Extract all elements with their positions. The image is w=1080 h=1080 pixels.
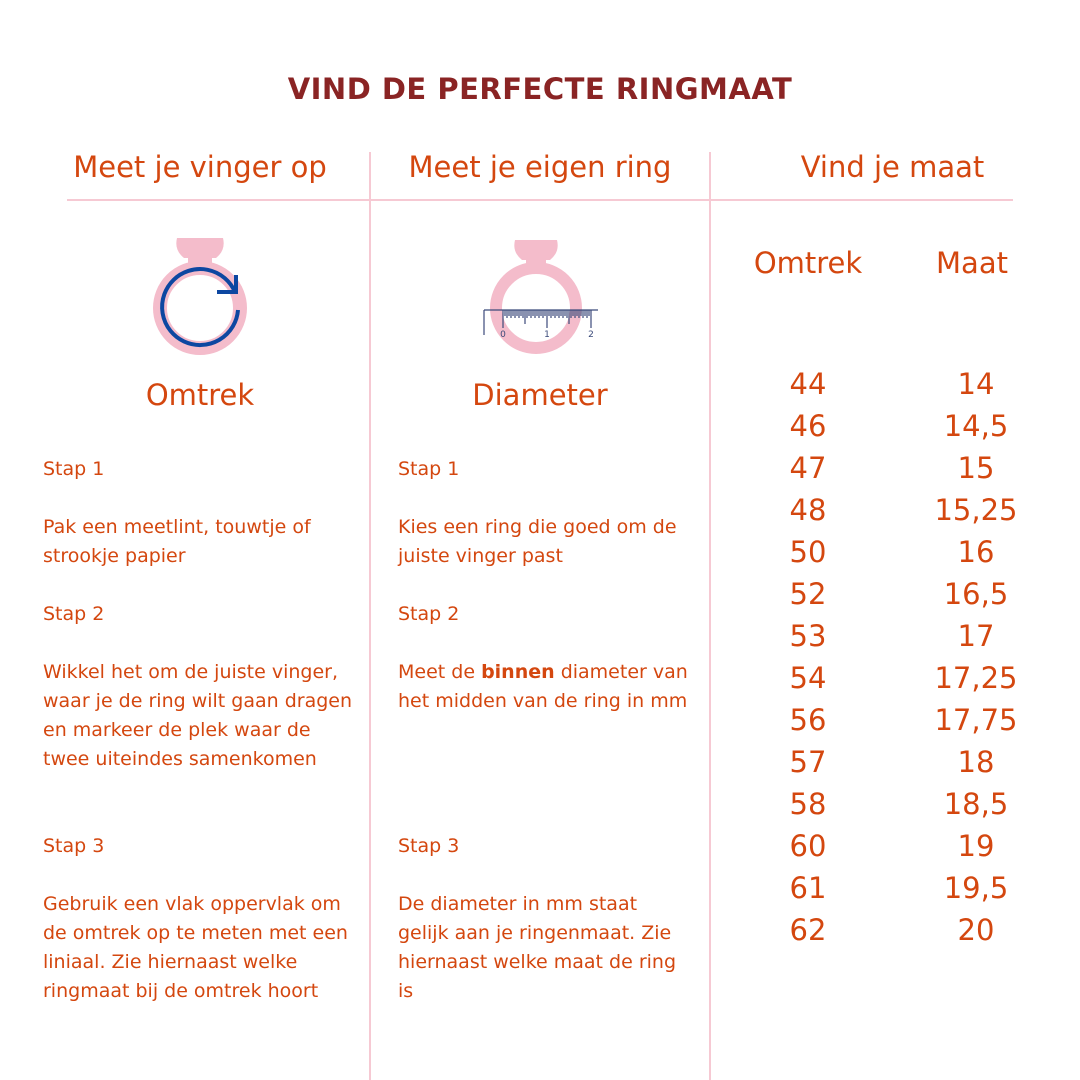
- table-header-omtrek: Omtrek: [753, 246, 863, 280]
- table-cell-maat: 19,5: [943, 871, 1009, 905]
- table-cell-omtrek: 57: [789, 745, 827, 779]
- table-cell-maat: 14,5: [943, 409, 1009, 443]
- table-cell-omtrek: 47: [789, 451, 827, 485]
- ring-step-3-title: Stap 3: [398, 835, 460, 857]
- omtrek-column: 44 46 47 48 50 52 53 54 56 57 58 60 61 62: [748, 363, 868, 951]
- ring-circumference-icon: [153, 238, 247, 355]
- table-cell-maat: 17,75: [934, 703, 1018, 737]
- ring-ruler-icon: 0 1 2: [483, 240, 598, 354]
- table-cell-omtrek: 52: [789, 577, 827, 611]
- maat-column: 14 14,5 15 15,25 16 16,5 17 17,25 17,75 18 18,5 19 1…: [916, 363, 1036, 951]
- heading-measure-finger: Meet je vinger op: [73, 150, 327, 184]
- table-cell-maat: 20: [957, 913, 995, 947]
- column-divider: [709, 152, 711, 1080]
- table-cell-omtrek: 50: [789, 535, 827, 569]
- ruler-label: 2: [588, 330, 594, 340]
- table-cell-maat: 18: [957, 745, 995, 779]
- table-cell-maat: 15,25: [934, 493, 1018, 527]
- page-title: VIND DE PERFECTE RINGMAAT: [287, 72, 793, 106]
- ring-step-3-text: De diameter in mm staat gelijk aan je ri…: [398, 893, 677, 1002]
- table-cell-maat: 17,25: [934, 661, 1018, 695]
- ruler-label: 1: [544, 330, 550, 340]
- table-cell-omtrek: 46: [789, 409, 827, 443]
- table-header-maat: Maat: [936, 246, 1008, 280]
- heading-measure-ring: Meet je eigen ring: [408, 150, 672, 184]
- table-cell-omtrek: 56: [789, 703, 827, 737]
- label-diameter: Diameter: [472, 378, 608, 412]
- table-cell-maat: 18,5: [943, 787, 1009, 821]
- table-cell-maat: 17: [957, 619, 995, 653]
- table-cell-maat: 19: [957, 829, 995, 863]
- finger-step-1-text: Pak een meetlint, touwtje of strookje pa…: [43, 516, 311, 567]
- table-cell-maat: 14: [957, 367, 995, 401]
- finger-step-1-title: Stap 1: [43, 458, 105, 480]
- ring-step-2-title: Stap 2: [398, 603, 460, 625]
- ring-step-1-title: Stap 1: [398, 458, 460, 480]
- ruler-label: 0: [500, 330, 506, 340]
- finger-step-3-text: Gebruik een vlak oppervlak om de omtrek …: [43, 893, 348, 1002]
- heading-find-size: Vind je maat: [800, 150, 985, 184]
- ring-step-1-text: Kies een ring die goed om de juiste ving…: [398, 516, 677, 567]
- table-cell-omtrek: 62: [789, 913, 827, 947]
- column-divider: [369, 152, 371, 1080]
- header-divider: [67, 199, 1013, 201]
- table-cell-omtrek: 58: [789, 787, 827, 821]
- table-cell-omtrek: 53: [789, 619, 827, 653]
- table-cell-omtrek: 44: [789, 367, 827, 401]
- finger-step-2-text: Wikkel het om de juiste vinger, waar je …: [43, 661, 353, 770]
- table-cell-maat: 16: [957, 535, 995, 569]
- table-cell-maat: 15: [957, 451, 995, 485]
- ring-step-2-text: Meet de binnen diameter van het midden v…: [398, 661, 688, 712]
- label-omtrek: Omtrek: [145, 378, 255, 412]
- table-cell-omtrek: 60: [789, 829, 827, 863]
- finger-step-2-title: Stap 2: [43, 603, 105, 625]
- table-cell-maat: 16,5: [943, 577, 1009, 611]
- table-cell-omtrek: 54: [789, 661, 827, 695]
- finger-step-3-title: Stap 3: [43, 835, 105, 857]
- table-cell-omtrek: 48: [789, 493, 827, 527]
- table-cell-omtrek: 61: [789, 871, 827, 905]
